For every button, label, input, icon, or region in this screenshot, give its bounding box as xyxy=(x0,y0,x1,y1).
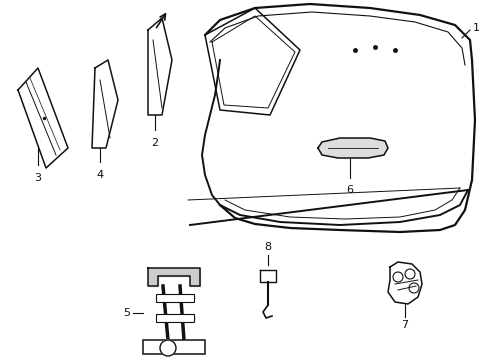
Bar xyxy=(143,340,205,354)
Text: 5: 5 xyxy=(123,308,130,318)
Polygon shape xyxy=(18,68,68,168)
Text: 3: 3 xyxy=(34,173,42,183)
Polygon shape xyxy=(148,18,172,115)
Text: 6: 6 xyxy=(346,185,353,195)
Polygon shape xyxy=(388,262,422,304)
Text: 4: 4 xyxy=(97,170,103,180)
Circle shape xyxy=(409,283,419,293)
Text: 1: 1 xyxy=(473,23,480,33)
Polygon shape xyxy=(318,138,388,158)
Circle shape xyxy=(405,269,415,279)
Bar xyxy=(156,314,194,322)
Polygon shape xyxy=(92,60,118,148)
Bar xyxy=(156,294,194,302)
Circle shape xyxy=(393,272,403,282)
Text: 2: 2 xyxy=(151,138,159,148)
Circle shape xyxy=(160,340,176,356)
Text: 7: 7 xyxy=(401,320,409,330)
Polygon shape xyxy=(260,270,276,282)
Polygon shape xyxy=(148,268,200,286)
Text: 8: 8 xyxy=(265,242,271,252)
